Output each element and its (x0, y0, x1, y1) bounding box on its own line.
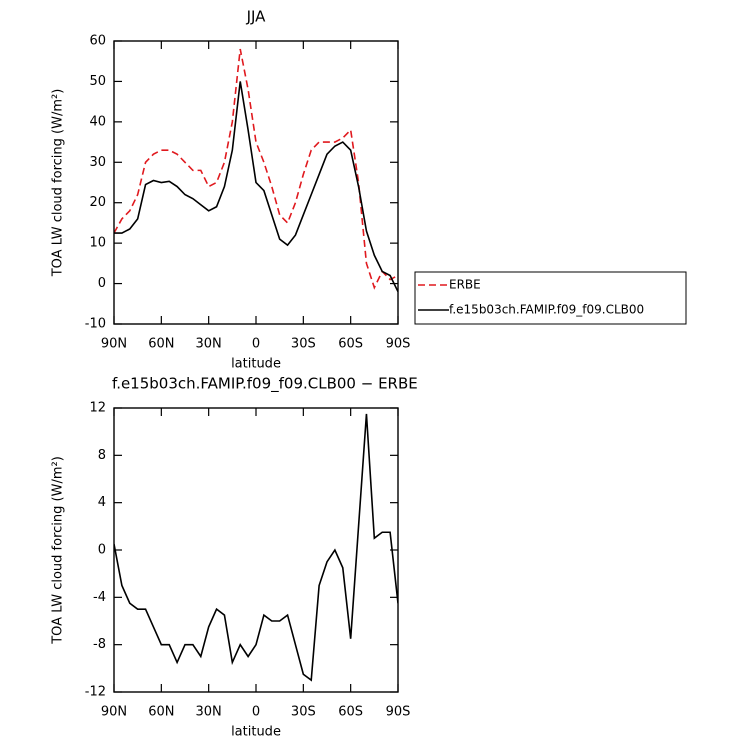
y-axis-label: TOA LW cloud forcing (W/m²) (51, 456, 66, 645)
x-tick-label: 90S (386, 705, 411, 720)
x-tick-label: 0 (252, 705, 260, 720)
y-tick-label: 20 (89, 195, 106, 210)
y-tick-label: 4 (98, 495, 106, 510)
x-axis-label: latitude (231, 725, 281, 740)
y-tick-label: 30 (89, 155, 106, 170)
data-line (114, 413, 398, 682)
x-tick-label: 30S (291, 705, 316, 720)
x-tick-label: 30N (196, 337, 222, 352)
x-tick-label: 60S (338, 337, 363, 352)
y-tick-label: 12 (89, 401, 106, 416)
y-tick-label: 8 (98, 448, 106, 463)
x-tick-label: 90S (386, 337, 411, 352)
x-tick-label: 60S (338, 705, 363, 720)
x-tick-label: 60N (148, 705, 174, 720)
y-tick-label: 10 (89, 236, 106, 251)
plot-frame (113, 40, 399, 325)
plot-frame (113, 407, 399, 693)
y-tick-label: 0 (98, 276, 106, 291)
x-tick-label: 0 (252, 337, 260, 352)
y-tick-label: 50 (89, 74, 106, 89)
y-tick-label: 40 (89, 114, 106, 129)
chart-title: JJA (246, 8, 267, 26)
y-tick-label: -4 (93, 590, 106, 605)
data-line (114, 81, 398, 293)
y-tick-label: -12 (85, 685, 106, 700)
x-tick-label: 30N (196, 705, 222, 720)
y-axis-label: TOA LW cloud forcing (W/m²) (51, 89, 66, 278)
y-tick-label: 60 (89, 34, 106, 49)
x-tick-label: 30S (291, 337, 316, 352)
legend-label: f.e15b03ch.FAMIP.f09_f09.CLB00 (449, 303, 644, 317)
x-axis-label: latitude (231, 357, 281, 372)
y-tick-label: 0 (98, 543, 106, 558)
y-tick-label: -8 (93, 637, 106, 652)
x-tick-label: 60N (148, 337, 174, 352)
legend-label: ERBE (449, 278, 481, 292)
x-tick-label: 90N (101, 337, 127, 352)
y-tick-label: -10 (85, 317, 106, 332)
chart-title: f.e15b03ch.FAMIP.f09_f09.CLB00 − ERBE (112, 375, 418, 394)
legend-box (414, 271, 687, 325)
x-tick-label: 90N (101, 705, 127, 720)
